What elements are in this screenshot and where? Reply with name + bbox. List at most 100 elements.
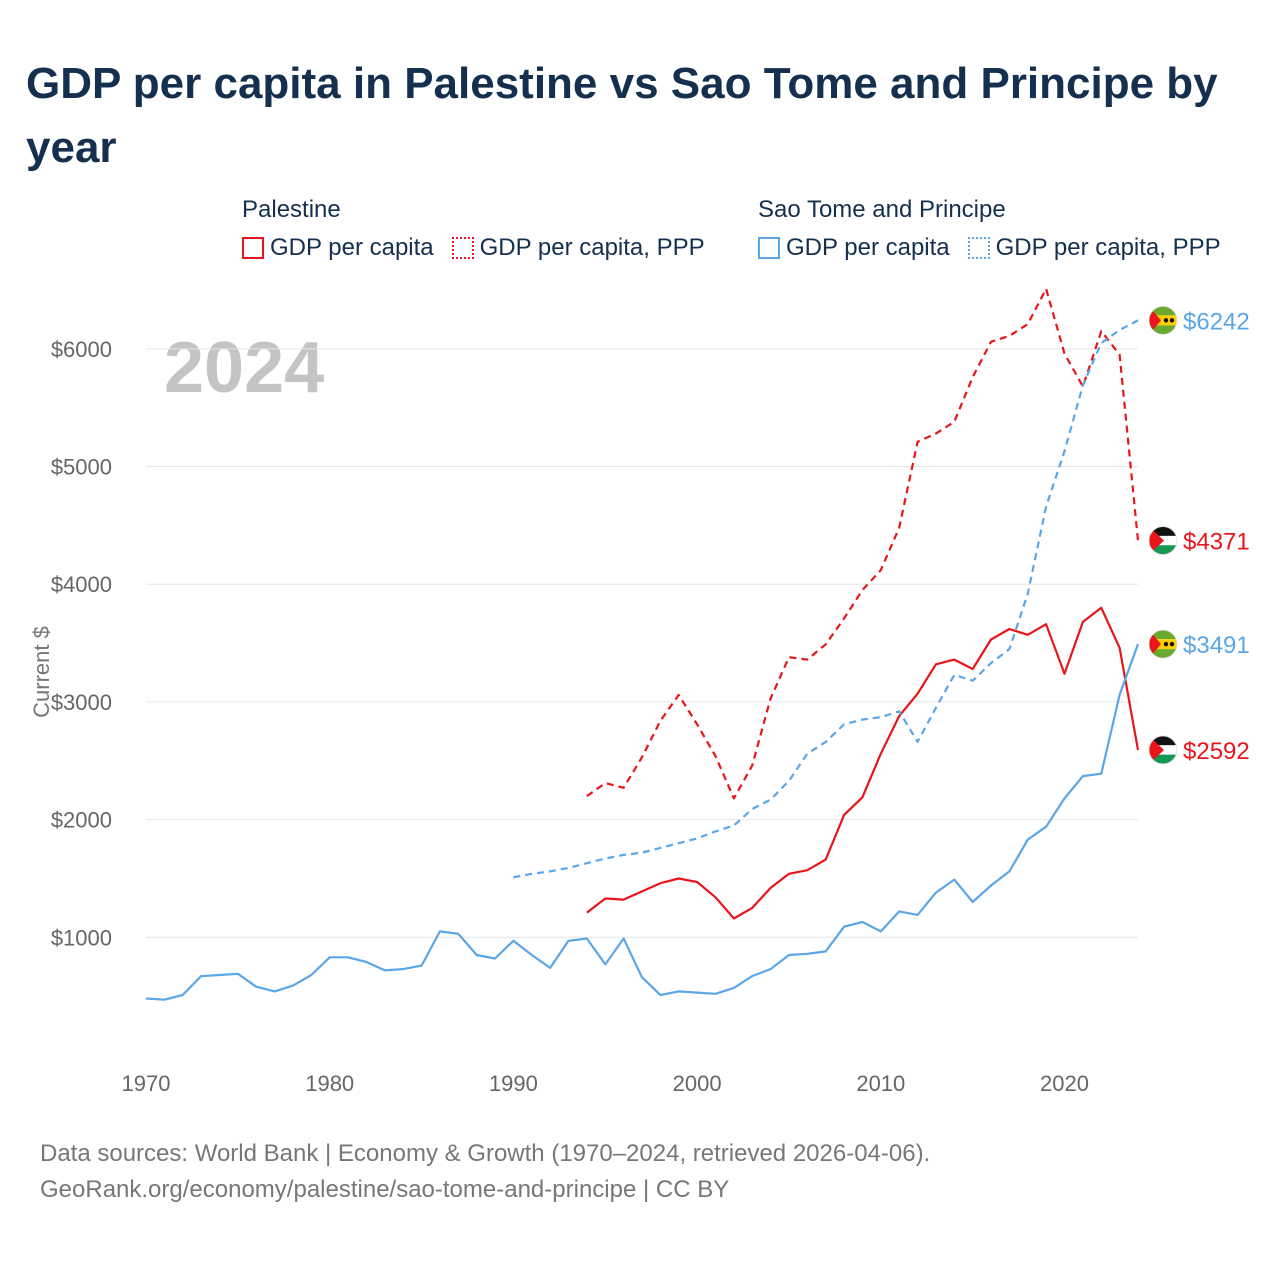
data-point[interactable] <box>1004 644 1014 654</box>
data-point[interactable] <box>1078 380 1088 390</box>
data-point[interactable] <box>582 791 592 801</box>
data-point[interactable] <box>747 971 757 981</box>
data-point[interactable] <box>1078 771 1088 781</box>
data-point[interactable] <box>1060 669 1070 679</box>
data-point[interactable] <box>857 917 867 927</box>
series-line-1[interactable] <box>586 606 1140 920</box>
data-point[interactable] <box>968 676 978 686</box>
data-point[interactable] <box>637 972 647 982</box>
data-point[interactable] <box>766 883 776 893</box>
data-point[interactable] <box>674 873 684 883</box>
data-point[interactable] <box>159 995 169 1005</box>
data-point[interactable] <box>876 712 886 722</box>
data-point[interactable] <box>214 970 224 980</box>
data-point[interactable] <box>527 950 537 960</box>
data-point[interactable] <box>1096 603 1106 613</box>
footer-link[interactable]: GeoRank.org/economy/palestine/sao-tome-a… <box>40 1176 730 1203</box>
data-point[interactable] <box>949 655 959 665</box>
data-point[interactable] <box>1004 331 1014 341</box>
data-point[interactable] <box>545 866 555 876</box>
data-point[interactable] <box>1023 835 1033 845</box>
data-point[interactable] <box>527 869 537 879</box>
data-point[interactable] <box>490 953 500 963</box>
data-point[interactable] <box>1023 589 1033 599</box>
data-point[interactable] <box>949 670 959 680</box>
data-point[interactable] <box>894 906 904 916</box>
data-point[interactable] <box>729 913 739 923</box>
data-point[interactable] <box>545 963 555 973</box>
data-point[interactable] <box>692 877 702 887</box>
data-point[interactable] <box>968 664 978 674</box>
data-point[interactable] <box>435 926 445 936</box>
data-point[interactable] <box>931 888 941 898</box>
data-point[interactable] <box>710 826 720 836</box>
data-point[interactable] <box>986 881 996 891</box>
data-point[interactable] <box>692 833 702 843</box>
data-point[interactable] <box>839 810 849 820</box>
data-point[interactable] <box>747 903 757 913</box>
data-point[interactable] <box>582 908 592 918</box>
data-point[interactable] <box>949 417 959 427</box>
data-point[interactable] <box>600 853 610 863</box>
data-point[interactable] <box>637 752 647 762</box>
data-point[interactable] <box>1133 536 1143 546</box>
data-point[interactable] <box>1115 690 1125 700</box>
data-point[interactable] <box>986 658 996 668</box>
data-point[interactable] <box>1096 326 1106 336</box>
data-point[interactable] <box>1041 619 1051 629</box>
data-point[interactable] <box>710 751 720 761</box>
data-point[interactable] <box>839 719 849 729</box>
data-point[interactable] <box>1133 315 1143 325</box>
data-point[interactable] <box>949 875 959 885</box>
data-point[interactable] <box>141 994 151 1004</box>
data-point[interactable] <box>1078 617 1088 627</box>
data-point[interactable] <box>1133 639 1143 649</box>
data-point[interactable] <box>619 933 629 943</box>
data-point[interactable] <box>674 690 684 700</box>
data-point[interactable] <box>876 565 886 575</box>
data-point[interactable] <box>1041 822 1051 832</box>
data-point[interactable] <box>913 689 923 699</box>
data-point[interactable] <box>619 850 629 860</box>
data-point[interactable] <box>894 706 904 716</box>
data-point[interactable] <box>747 804 757 814</box>
data-point[interactable] <box>508 936 518 946</box>
data-point[interactable] <box>710 989 720 999</box>
series-line-4[interactable] <box>513 319 1139 879</box>
data-point[interactable] <box>913 910 923 920</box>
data-point[interactable] <box>178 990 188 1000</box>
data-point[interactable] <box>380 965 390 975</box>
data-point[interactable] <box>564 936 574 946</box>
data-point[interactable] <box>655 843 665 853</box>
data-point[interactable] <box>655 716 665 726</box>
data-point[interactable] <box>710 892 720 902</box>
data-point[interactable] <box>821 946 831 956</box>
data-point[interactable] <box>986 337 996 347</box>
data-point[interactable] <box>913 437 923 447</box>
data-point[interactable] <box>1041 284 1051 294</box>
data-point[interactable] <box>1004 866 1014 876</box>
data-point[interactable] <box>968 897 978 907</box>
data-point[interactable] <box>325 952 335 962</box>
legend-item-sao-tome-gdp[interactable]: GDP per capita <box>758 234 950 262</box>
data-point[interactable] <box>802 749 812 759</box>
data-point[interactable] <box>729 983 739 993</box>
data-point[interactable] <box>821 855 831 865</box>
data-point[interactable] <box>802 949 812 959</box>
data-point[interactable] <box>600 778 610 788</box>
data-point[interactable] <box>692 719 702 729</box>
data-point[interactable] <box>288 981 298 991</box>
data-point[interactable] <box>784 652 794 662</box>
data-point[interactable] <box>600 959 610 969</box>
data-point[interactable] <box>876 749 886 759</box>
data-point[interactable] <box>766 964 776 974</box>
data-point[interactable] <box>361 957 371 967</box>
data-point[interactable] <box>968 372 978 382</box>
legend-item-sao-tome-gdp-ppp[interactable]: GDP per capita, PPP <box>967 234 1221 262</box>
data-point[interactable] <box>729 821 739 831</box>
data-point[interactable] <box>802 655 812 665</box>
data-point[interactable] <box>821 737 831 747</box>
data-point[interactable] <box>1115 643 1125 653</box>
data-point[interactable] <box>747 760 757 770</box>
data-point[interactable] <box>619 783 629 793</box>
